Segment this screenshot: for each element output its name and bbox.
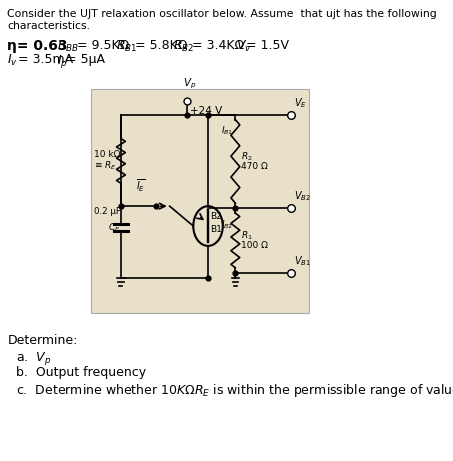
Text: $R_{B2}$: $R_{B2}$ [173, 39, 195, 54]
Text: $I_{p}$: $I_{p}$ [57, 53, 67, 70]
Text: B2: B2 [210, 212, 222, 220]
Text: 470 Ω: 470 Ω [241, 162, 268, 171]
Text: $I_{B1}$: $I_{B1}$ [221, 124, 233, 137]
Text: = 5μA: = 5μA [66, 53, 106, 66]
Text: +24 V: +24 V [190, 106, 222, 116]
Text: $V_{v}$: $V_{v}$ [236, 39, 252, 54]
Text: 0.2 μF: 0.2 μF [94, 207, 120, 216]
Text: $R_2$: $R_2$ [241, 150, 253, 163]
Text: = 1.5V: = 1.5V [246, 39, 289, 52]
Text: $R_{BB}$: $R_{BB}$ [57, 39, 79, 54]
Text: $V_{B1}$: $V_{B1}$ [294, 254, 311, 268]
Text: c.  Determine whether $10K\Omega R_E$ is within the permissible range of values: c. Determine whether $10K\Omega R_E$ is … [16, 382, 453, 399]
Text: 10 kΩ: 10 kΩ [94, 150, 121, 160]
Text: = 3.4KΩ: = 3.4KΩ [192, 39, 244, 52]
Text: $I_{v}$: $I_{v}$ [7, 53, 18, 68]
FancyBboxPatch shape [92, 89, 309, 313]
Text: = 5.8KΩ: = 5.8KΩ [135, 39, 188, 52]
Text: Determine:: Determine: [7, 334, 77, 348]
Text: B1: B1 [210, 225, 222, 234]
Text: $R_1$: $R_1$ [241, 229, 253, 242]
Text: $C_E$: $C_E$ [108, 222, 120, 234]
Text: = 9.5KΩ: = 9.5KΩ [77, 39, 130, 52]
Text: $R_{B1}$: $R_{B1}$ [116, 39, 137, 54]
Text: $V_E$: $V_E$ [294, 96, 307, 110]
Text: $\overline{I_E}$: $\overline{I_E}$ [136, 177, 145, 194]
Text: 100 Ω: 100 Ω [241, 241, 268, 250]
Text: Consider the UJT relaxation oscillator below. Assume  that ujt has the following: Consider the UJT relaxation oscillator b… [7, 9, 437, 19]
Text: characteristics.: characteristics. [7, 21, 90, 31]
Text: $I_{B2}$: $I_{B2}$ [221, 218, 233, 230]
Text: $V_p$: $V_p$ [183, 77, 196, 91]
Text: = 3.5mA: = 3.5mA [18, 53, 73, 66]
Text: η= 0.63: η= 0.63 [7, 39, 68, 53]
Text: $V_{B2}$: $V_{B2}$ [294, 189, 311, 203]
Text: ≡ $R_E$: ≡ $R_E$ [94, 160, 117, 172]
Text: b.  Output frequency: b. Output frequency [16, 366, 146, 379]
Text: a.  $V_p$: a. $V_p$ [16, 350, 52, 367]
